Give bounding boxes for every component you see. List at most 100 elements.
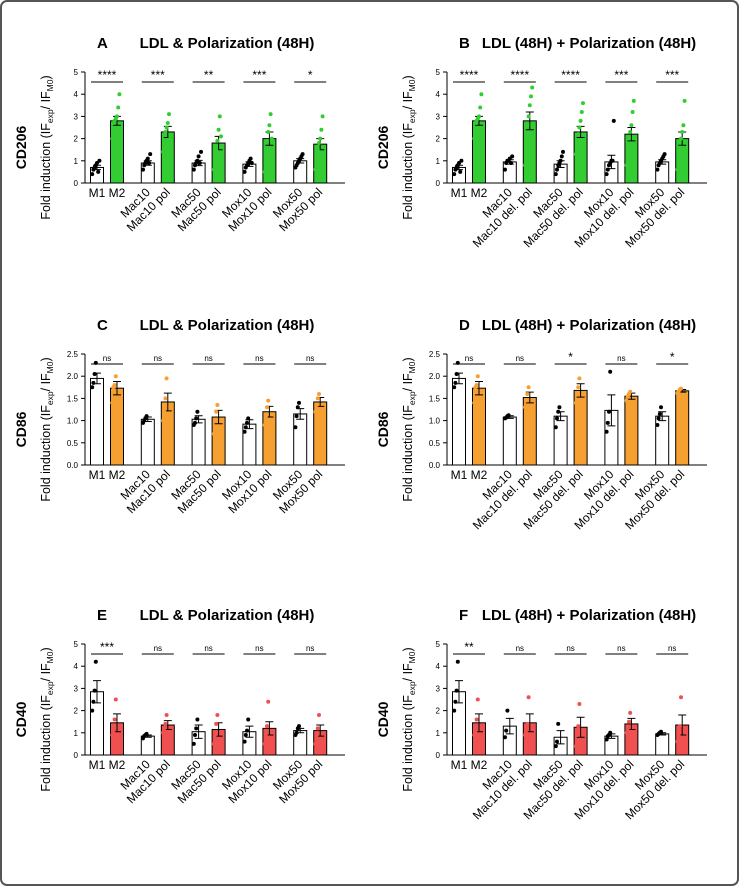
data-point [213, 733, 217, 738]
data-point [262, 741, 267, 746]
data-point [525, 391, 530, 396]
data-point [553, 172, 558, 177]
data-point [610, 158, 615, 163]
data-point [676, 733, 681, 738]
y-tick-label: 0 [74, 751, 79, 760]
data-point [561, 149, 565, 154]
data-point [113, 697, 118, 702]
data-point [504, 728, 509, 733]
y-label-part: ) [401, 357, 415, 361]
data-point [269, 136, 274, 141]
data-point [213, 158, 217, 163]
bar [553, 415, 568, 466]
y-tick-label: 4 [436, 90, 441, 99]
data-point [452, 385, 457, 390]
data-point [91, 699, 96, 704]
data-point [263, 414, 268, 419]
data-point [110, 400, 115, 405]
y-label: CD86 [13, 411, 29, 447]
significance-label: **** [561, 68, 580, 82]
data-point [215, 403, 220, 408]
error-bar [556, 730, 565, 745]
data-point [242, 429, 247, 434]
data-point [211, 431, 216, 436]
data-point [628, 389, 633, 394]
data-point [608, 730, 613, 735]
y-tick-label: 3 [74, 112, 79, 121]
data-point [248, 156, 253, 161]
data-point [110, 136, 115, 141]
data-point [509, 161, 513, 166]
data-point [577, 376, 582, 381]
data-point [624, 730, 629, 735]
y-label-part: exp [45, 681, 55, 695]
y-label-part: / IF [39, 373, 53, 391]
data-point [111, 730, 116, 735]
x-tick-label: M2 [109, 468, 126, 482]
data-point [211, 167, 216, 172]
y-tick-label: 2.0 [429, 372, 441, 381]
data-point [163, 396, 168, 401]
data-point [147, 161, 151, 166]
bar [262, 411, 277, 466]
data-point [266, 398, 271, 403]
y-label: CD40 [375, 701, 391, 737]
data-point [475, 697, 480, 702]
data-point [452, 708, 457, 713]
data-point [573, 400, 578, 405]
data-point [295, 405, 300, 410]
data-point [454, 688, 459, 693]
data-point [161, 418, 165, 423]
data-point [553, 744, 558, 749]
data-point [196, 154, 201, 159]
data-point [90, 172, 95, 177]
y-label-part: ) [401, 75, 415, 79]
y-label-part: ) [39, 647, 53, 651]
data-point [245, 728, 249, 733]
x-tick-label: M2 [471, 468, 488, 482]
panel-title: LDL (48H) + Polarization (48H) [482, 607, 696, 624]
error-bar [505, 717, 514, 735]
y-tick-label: 1 [436, 157, 441, 166]
data-point [452, 172, 457, 177]
data-point [194, 416, 199, 421]
data-point [608, 369, 613, 374]
significance-label: ns [204, 354, 212, 363]
y-label: CD40 [13, 701, 29, 737]
data-point [313, 167, 318, 172]
data-point [313, 409, 318, 414]
data-point [479, 92, 484, 97]
bar [624, 133, 639, 184]
data-point [477, 114, 481, 119]
data-point [161, 730, 165, 735]
data-point [214, 147, 219, 152]
significance-label: ns [306, 644, 314, 653]
significance-label: ns [566, 644, 574, 653]
data-point [144, 414, 149, 419]
x-tick-label: M2 [471, 186, 488, 200]
data-point [162, 409, 167, 414]
data-point [199, 149, 203, 154]
data-point [503, 735, 507, 740]
data-point [659, 729, 663, 734]
data-point [655, 423, 660, 428]
y-tick-label: 5 [74, 68, 79, 77]
significance-label: ns [617, 644, 625, 653]
data-point [148, 152, 153, 157]
data-point [314, 403, 319, 408]
data-point [266, 129, 271, 134]
data-point [530, 85, 535, 90]
y-label-part: Fold induction (IF [39, 405, 53, 502]
data-point [526, 114, 531, 119]
data-point [319, 127, 324, 132]
data-point [213, 418, 217, 423]
data-point [527, 103, 532, 108]
significance-label: * [670, 350, 675, 364]
bar [472, 120, 486, 184]
y-label-part: / IF [39, 663, 53, 681]
x-tick-label: M1 [451, 186, 468, 200]
data-point [197, 161, 202, 166]
data-point [577, 701, 582, 706]
data-point [676, 154, 681, 159]
